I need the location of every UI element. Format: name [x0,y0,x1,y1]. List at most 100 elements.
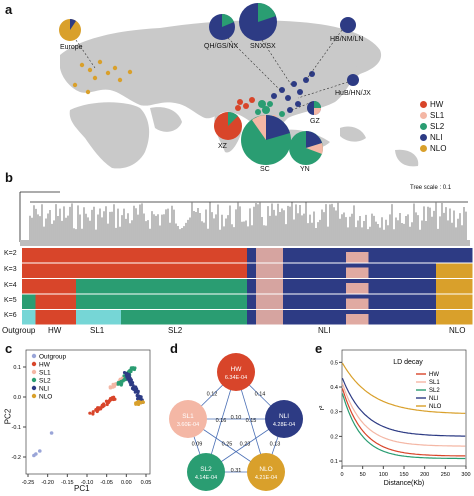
pca-point [32,453,36,458]
k-label: K=5 [4,297,17,304]
admixture-segment [346,267,369,278]
pie-xz [214,111,242,140]
pca-legend-dot [31,361,37,367]
network-edge-label: 0.25 [222,442,233,448]
ld-xtick-label: 100 [379,472,388,478]
pie-yn [289,131,323,165]
admixture-segment [247,294,437,309]
admixture-segment [35,310,77,325]
tree-label-strip [20,240,470,246]
africa-shape [69,102,150,169]
network-node [265,400,303,438]
pie-gz [307,101,321,115]
legend-label: SL1 [430,111,445,120]
network-edge-label: 0.31 [231,468,242,474]
ld-ylabel: r² [319,405,326,410]
pca-legend-label: HW [39,362,51,369]
admixture-segment [121,279,248,294]
ld-title: LD decay [393,359,423,366]
pca-point [116,382,120,386]
group-label: HW [48,326,62,335]
network-node [247,453,285,491]
admixture-segment [247,310,437,325]
ld-series-line [341,383,466,447]
admixture-segment [22,310,36,325]
admixture-segment [121,248,248,263]
pca-point [136,390,140,395]
ld-legend-label: HW [429,372,439,378]
pca-point [141,400,145,404]
admixture-plot [22,248,473,325]
admixture-segment [346,252,369,263]
admixture-segment [121,310,248,325]
pca-point [91,410,95,414]
pie-hubhnjx [347,74,359,86]
pca-point [38,449,42,453]
network-node-name: NLO [259,466,272,473]
legend-label: NLI [430,133,443,142]
ld-ytick-label: 0.4 [330,385,338,391]
pca-point [130,381,135,385]
pca-ytick-label: -0.2 [12,455,21,461]
pca-point [49,431,54,435]
group-label: NLI [318,326,331,335]
group-label: NLO [449,326,466,335]
panel-letter-e: e [315,341,323,356]
pca-point [105,401,110,405]
pca-point [88,411,92,415]
admixture-segment [22,279,36,294]
ld-series-line [341,377,466,437]
admixture-segment [436,294,473,309]
k-label: K=2 [4,250,17,257]
pca-legend-dot [31,393,37,399]
pca-point [127,374,131,378]
region-label: XZ [218,143,227,150]
pca-point [129,367,133,371]
ld-legend-label: NLI [429,396,439,402]
pca-point [133,385,138,389]
pca-point [136,397,140,401]
group-label: Outgroup [2,326,36,335]
panel-letter-c: c [5,341,13,356]
pca-point [114,382,118,386]
admixture-segment [346,283,369,294]
network-edge-label: 0.13 [270,442,281,448]
pie-europe [59,19,81,41]
region-label: YN [300,166,310,173]
pca-ytick-label: 0.1 [13,365,21,371]
pca-legend-dot [31,385,37,391]
phylogenetic-tree [19,191,470,246]
pca-xtick-label: -0.05 [100,480,113,486]
pca-point [134,402,138,406]
region-label: HB/NM/LN [330,36,364,43]
admixture-segment [436,263,473,278]
pca-ylabel: PC2 [3,408,13,425]
islands-shape [340,126,366,142]
pie-snxsx [239,3,277,41]
panel-letter-d: d [170,341,178,356]
pca-ytick-label: 0.0 [13,395,21,401]
pca-legend-label: Outgroup [39,354,66,361]
network-edge-label: 0.16 [216,418,227,424]
pca-legend-label: NLO [39,394,52,401]
ld-xtick-label: 250 [441,472,450,478]
legend-label: HW [430,100,444,109]
diversity-network: 0.12 0.14 0.10 0.16 0.15 0.25 0.23 0.09 0.13 0.31… [169,353,303,491]
pie-hbnmln [340,17,356,33]
ld-legend-label: NLO [429,404,442,410]
ld-series-line [341,362,466,414]
ld-ytick-label: 0.3 [330,410,338,416]
region-label: Europe [60,44,83,51]
network-node-value: 4.21E-04 [255,475,277,481]
pca-legend-dot [31,377,37,383]
legend-hw: HW [420,100,443,109]
pca-point [135,394,139,398]
ld-xtick-label: 150 [399,472,408,478]
region-label: SC [260,166,270,173]
admixture-segment [256,294,283,309]
pca-xtick-label: -0.25 [22,480,35,486]
legend-label: SL2 [430,122,445,131]
pca-point [138,397,142,401]
pca-ytick-label: -0.1 [12,425,21,431]
pca-xtick-label: -0.15 [61,480,74,486]
